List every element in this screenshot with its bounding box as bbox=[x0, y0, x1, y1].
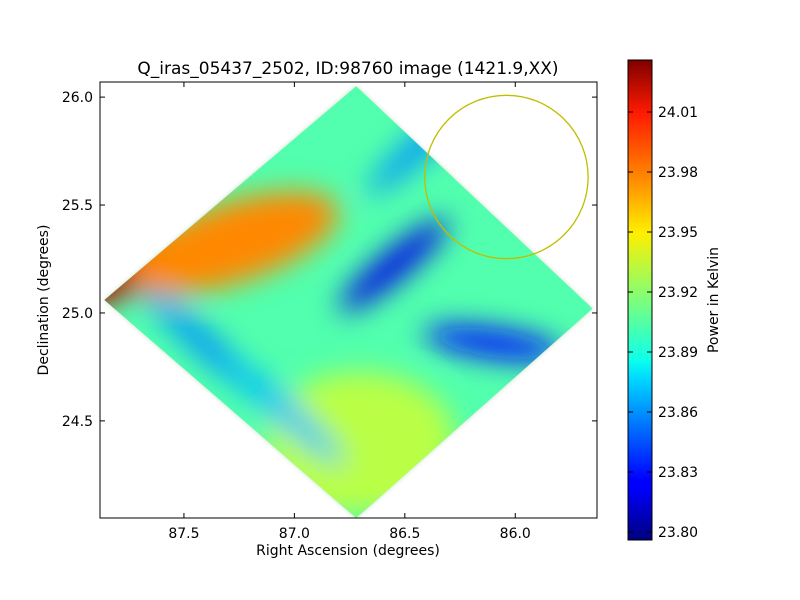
colorbar-gradient bbox=[628, 60, 652, 540]
colorbar-tick-label: 23.95 bbox=[658, 225, 698, 241]
annotations bbox=[424, 94, 589, 260]
colorbar-tick-label: 23.83 bbox=[658, 465, 698, 481]
region-circle bbox=[424, 94, 589, 260]
y-tick-label: 25.5 bbox=[62, 198, 93, 214]
heatmap-feature-cold-lobe bbox=[339, 219, 449, 312]
colorbar-tick-label: 23.80 bbox=[658, 525, 698, 541]
axes-frame bbox=[99, 81, 598, 519]
colorbar-ticks: 23.80 23.83 23.86 23.89 23.92 23.95 23.98 24.01 bbox=[628, 105, 698, 541]
heatmap-feature-cold-edge bbox=[223, 355, 344, 465]
x-axis-label: Right Ascension (degrees) bbox=[256, 543, 440, 559]
x-tick-label: 87.0 bbox=[279, 526, 310, 542]
plot-area: 87.5 87.0 86.5 86.0 24.5 25.0 25.5 26.0 bbox=[62, 81, 598, 542]
y-axis-ticks: 24.5 25.0 25.5 26.0 bbox=[62, 90, 597, 430]
heatmap-blob bbox=[339, 219, 449, 312]
y-axis-label: Declination (degrees) bbox=[36, 225, 52, 376]
heatmap-blob bbox=[127, 191, 339, 294]
y-tick-label: 25.0 bbox=[62, 306, 93, 322]
y-tick-label: 24.5 bbox=[62, 414, 93, 430]
colorbar-label: Power in Kelvin bbox=[706, 247, 722, 353]
colorbar-tick-label: 23.86 bbox=[658, 405, 698, 421]
y-tick-label: 26.0 bbox=[62, 90, 93, 106]
x-tick-label: 86.5 bbox=[389, 526, 420, 542]
colorbar-frame bbox=[627, 59, 653, 541]
heatmap-feature-cold-lobe bbox=[423, 326, 563, 361]
x-axis-ticks: 87.5 87.0 86.5 86.0 bbox=[168, 82, 531, 542]
chart-title: Q_iras_05437_2502, ID:98760 image (1421.… bbox=[137, 59, 558, 79]
x-tick-label: 86.0 bbox=[500, 526, 531, 542]
colorbar-tick-label: 23.92 bbox=[658, 285, 698, 301]
colorbar-tick-label: 23.98 bbox=[658, 165, 698, 181]
heatmap-blob bbox=[223, 355, 344, 465]
colorbar-tick-label: 24.01 bbox=[658, 105, 698, 121]
colorbar-tick-label: 23.89 bbox=[658, 345, 698, 361]
colorbar: 23.80 23.83 23.86 23.89 23.92 23.95 23.98 24.01… bbox=[627, 59, 722, 541]
x-tick-label: 87.5 bbox=[168, 526, 199, 542]
heatmap-blob bbox=[423, 326, 563, 361]
